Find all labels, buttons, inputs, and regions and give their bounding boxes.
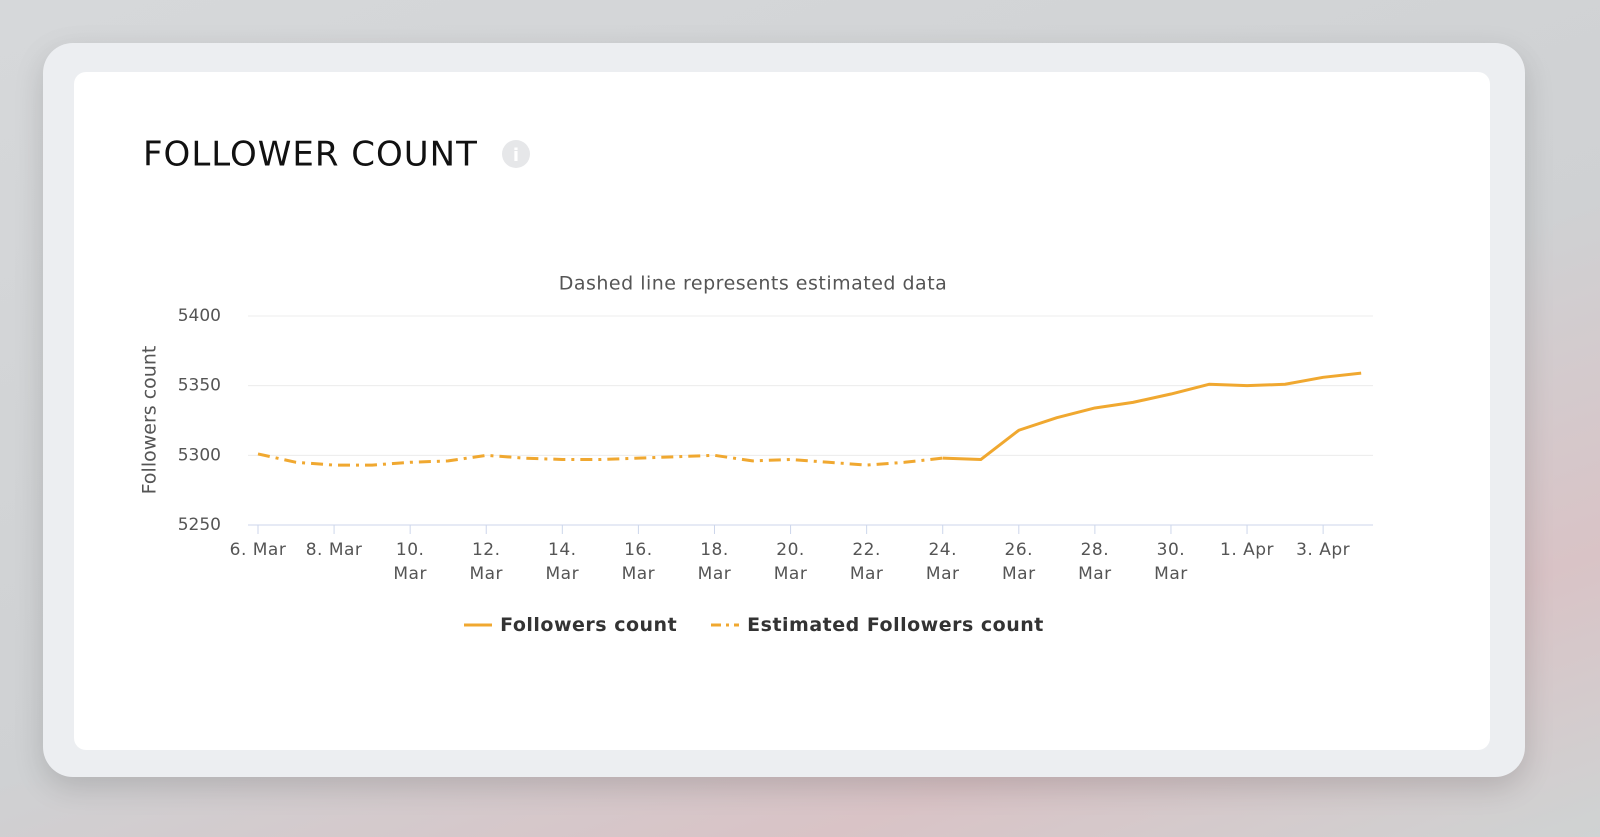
x-tick-label: 22. Mar (849, 540, 884, 584)
series-line (942, 371, 1362, 462)
x-tick-label: 6. Mar (229, 540, 287, 560)
info-icon-glyph: i (513, 145, 519, 166)
legend-swatch (464, 623, 493, 627)
chart-subtitle: Dashed line represents estimated data (559, 273, 948, 295)
legend-item[interactable]: Estimated Followers count (711, 614, 1044, 636)
legend: Followers count Estimated Followers count (0, 614, 1508, 636)
card (74, 72, 1490, 750)
x-tick-label: 20. Mar (773, 540, 808, 584)
x-tick-label: 30. Mar (1154, 540, 1188, 584)
x-tick-label: 8. Mar (305, 540, 363, 560)
y-tick-label: 5350 (178, 376, 221, 396)
legend-item[interactable]: Followers count (464, 614, 677, 636)
y-tick-label: 5250 (178, 515, 221, 535)
x-tick-label: 16. Mar (621, 540, 656, 584)
legend-label: Estimated Followers count (747, 614, 1044, 636)
series-line (257, 452, 943, 467)
y-tick-label: 5400 (178, 306, 221, 326)
y-axis-label: Followers count (139, 346, 161, 495)
legend-swatch (711, 623, 740, 627)
x-tick-label: 10. Mar (393, 540, 427, 584)
x-tick-label: 18. Mar (697, 540, 732, 584)
chart-title: FOLLOWER COUNT (143, 135, 478, 175)
x-tick-label: 24. Mar (925, 540, 960, 584)
y-tick-label: 5300 (178, 445, 221, 465)
x-tick-label: 3. Apr (1296, 540, 1351, 560)
x-tick-label: 28. Mar (1078, 540, 1112, 584)
x-tick-label: 26. Mar (1002, 540, 1036, 584)
legend-label: Followers count (500, 614, 678, 636)
info-icon[interactable] (502, 140, 530, 168)
x-tick-label: 1. Apr (1220, 540, 1275, 560)
x-tick-label: 14. Mar (545, 540, 580, 584)
x-tick-label: 12. Mar (469, 540, 504, 584)
